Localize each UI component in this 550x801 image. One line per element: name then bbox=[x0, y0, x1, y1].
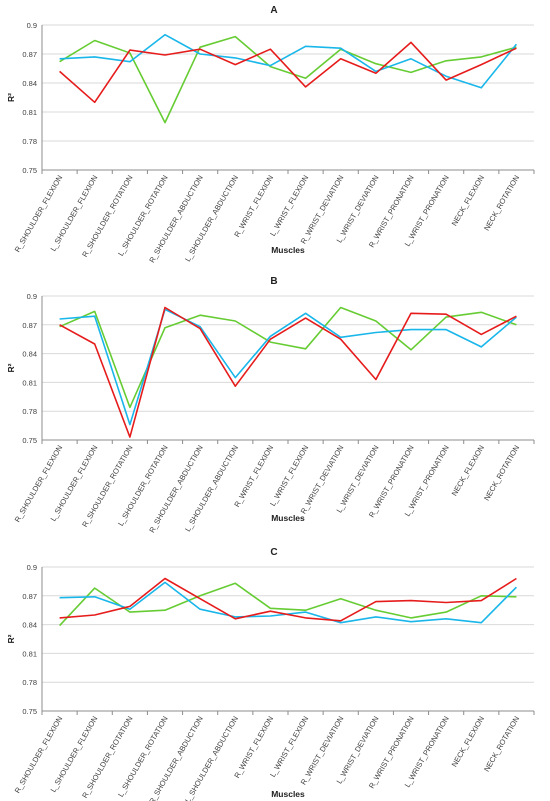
series-line-red bbox=[59, 577, 517, 622]
y-tick-label: 0.78 bbox=[22, 678, 37, 687]
x-tick-label: NECK_ROTATION bbox=[482, 174, 521, 233]
x-tick-label: L_WRIST_FLEXION bbox=[268, 715, 310, 779]
chart-panel-c: C0.750.780.810.840.870.9R²R_SHOULDER_FLE… bbox=[6, 547, 535, 801]
series-line-green bbox=[59, 35, 517, 124]
chart-title: B bbox=[270, 276, 277, 287]
chart-panel-b: B0.750.780.810.840.870.9R²R_SHOULDER_FLE… bbox=[6, 276, 535, 534]
chart-title: C bbox=[270, 547, 277, 558]
y-axis-label: R² bbox=[6, 363, 16, 372]
y-tick-label: 0.78 bbox=[22, 137, 37, 146]
x-tick-label: NECK_FLEXION bbox=[450, 444, 486, 498]
y-tick-label: 0.81 bbox=[22, 649, 37, 658]
y-tick-label: 0.75 bbox=[22, 436, 37, 445]
y-axis-label: R² bbox=[6, 93, 16, 102]
series-line-green bbox=[59, 582, 517, 627]
x-axis-label: Muscles bbox=[271, 513, 305, 523]
y-tick-label: 0.75 bbox=[22, 166, 37, 175]
series-line-red bbox=[59, 306, 517, 438]
y-tick-label: 0.84 bbox=[22, 79, 37, 88]
series-line-blue bbox=[59, 308, 517, 426]
y-axis-label: R² bbox=[6, 634, 16, 643]
x-axis-label: Muscles bbox=[271, 245, 305, 255]
y-tick-label: 0.87 bbox=[22, 592, 37, 601]
y-tick-label: 0.87 bbox=[22, 321, 37, 330]
y-tick-label: 0.81 bbox=[22, 108, 37, 117]
chart-title: A bbox=[270, 5, 277, 16]
y-tick-label: 0.78 bbox=[22, 407, 37, 416]
x-tick-label: NECK_ROTATION bbox=[482, 715, 521, 774]
x-tick-label: NECK_FLEXION bbox=[450, 715, 486, 769]
y-tick-label: 0.87 bbox=[22, 50, 37, 59]
x-tick-label: L_WRIST_FLEXION bbox=[268, 444, 310, 508]
y-tick-label: 0.84 bbox=[22, 621, 37, 630]
x-tick-label: R_WRIST_FLEXION bbox=[232, 174, 275, 239]
y-tick-label: 0.75 bbox=[22, 707, 37, 716]
chart-panel-a: A0.750.780.810.840.870.9R²R_SHOULDER_FLE… bbox=[6, 5, 535, 264]
y-tick-label: 0.9 bbox=[27, 21, 37, 30]
series-line-green bbox=[59, 306, 517, 409]
y-tick-label: 0.9 bbox=[27, 563, 37, 572]
x-tick-label: R_WRIST_FLEXION bbox=[232, 444, 275, 509]
x-tick-label: NECK_ROTATION bbox=[482, 444, 521, 503]
y-tick-label: 0.84 bbox=[22, 350, 37, 359]
x-tick-label: NECK_FLEXION bbox=[450, 174, 486, 228]
series-line-red bbox=[59, 41, 517, 104]
y-tick-label: 0.9 bbox=[27, 292, 37, 301]
y-tick-label: 0.81 bbox=[22, 378, 37, 387]
x-tick-label: R_WRIST_FLEXION bbox=[232, 715, 275, 780]
x-axis-label: Muscles bbox=[271, 789, 305, 799]
x-tick-label: L_WRIST_FLEXION bbox=[268, 174, 310, 238]
